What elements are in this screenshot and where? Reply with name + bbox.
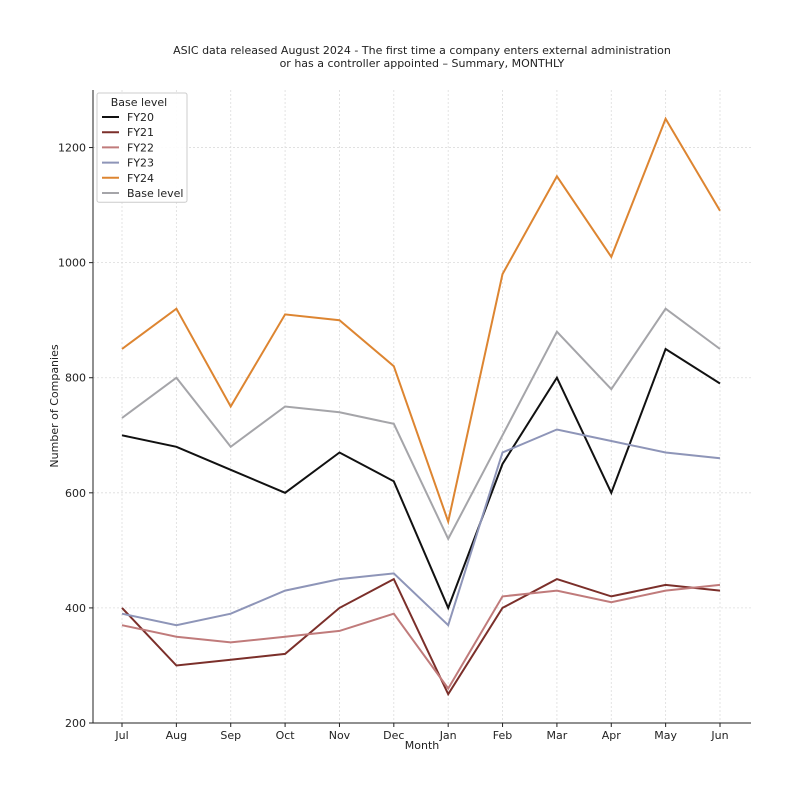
x-tick-label: Jun [710,729,728,742]
grid [93,90,751,724]
y-tick-label: 1000 [58,257,86,270]
legend-label: FY22 [127,141,154,154]
axes: 200 400 600 800 1000 1200 Jul Aug Sep Oct Nov Dec Ja… [58,90,751,742]
y-tick-label: 1200 [58,142,86,155]
series-line-fy21 [121,577,721,697]
x-tick-label: Aug [166,729,187,742]
legend-label: FY24 [127,172,154,185]
legend-label: FY21 [127,126,154,139]
legend: Base level FY20 FY21 FY22 FY23 FY24 Base level [96,92,188,203]
x-tick-label: Apr [602,729,622,742]
series-line-fy24 [121,116,721,526]
legend-label: Base level [127,187,183,200]
legend-title: Base level [111,96,167,109]
x-tick-label: Mar [547,729,568,742]
x-tick-label: Dec [383,729,404,742]
y-tick-label: 400 [65,602,86,615]
y-tick-label: 600 [65,487,86,500]
x-tick-label: May [654,729,677,742]
x-tick-label: Oct [276,729,296,742]
chart-title: ASIC data released August 2024 - The fir… [0,44,800,70]
x-tick-label: Jul [114,729,128,742]
legend-box [96,92,188,203]
chart-title-line1: ASIC data released August 2024 - The fir… [173,44,671,57]
series-line-fy20 [121,347,721,611]
y-axis-label: Number of Companies [48,344,61,467]
chart-title-line2: or has a controller appointed – Summary,… [279,57,565,70]
series-line-fy22 [121,583,721,691]
legend-label: FY23 [127,157,154,170]
x-axis-label: Month [405,739,440,752]
series-group [121,116,721,697]
series-line-fy23 [121,428,721,628]
x-tick-label: Feb [493,729,512,742]
x-tick-label: Jan [439,729,457,742]
y-tick-label: 800 [65,372,86,385]
legend-label: FY20 [127,111,154,124]
x-tick-label: Sep [220,729,241,742]
series-line-base-level [121,307,721,542]
x-tick-label: Nov [329,729,351,742]
y-tick-label: 200 [65,717,86,730]
